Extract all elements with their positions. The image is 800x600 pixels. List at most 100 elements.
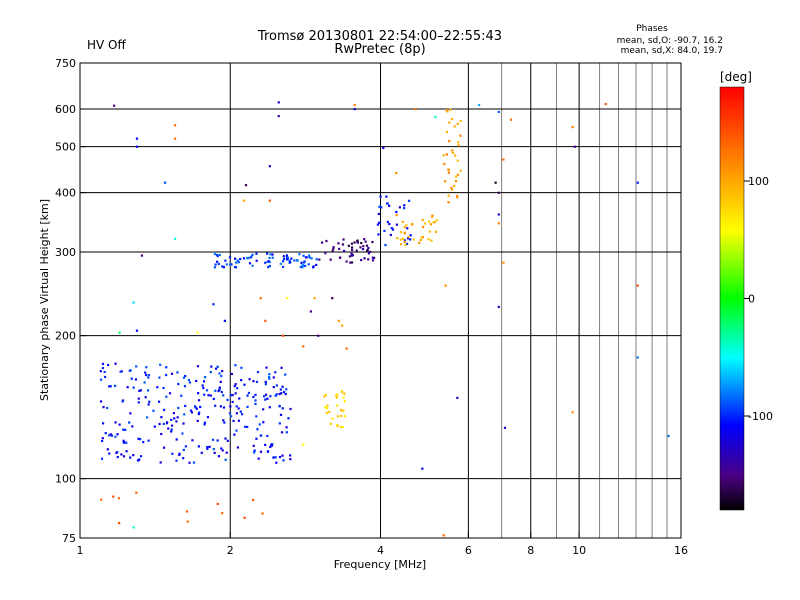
data-point — [237, 261, 240, 264]
data-point — [395, 223, 398, 226]
data-point — [356, 241, 360, 244]
data-point — [216, 439, 219, 442]
data-point — [114, 421, 117, 424]
x-tick-label: 10 — [572, 544, 586, 557]
data-point — [275, 393, 278, 396]
data-point — [158, 422, 161, 426]
data-point — [178, 452, 181, 455]
data-point — [173, 124, 177, 127]
data-point — [170, 424, 174, 427]
data-point — [363, 237, 366, 241]
data-point — [255, 437, 258, 440]
data-point — [421, 467, 424, 470]
data-point — [280, 392, 283, 395]
data-point — [165, 422, 169, 425]
data-point — [228, 412, 232, 415]
data-point — [396, 237, 399, 240]
data-point — [263, 395, 266, 398]
data-point — [204, 376, 207, 379]
data-point — [110, 434, 114, 437]
data-point — [106, 406, 109, 410]
data-point — [147, 374, 151, 377]
grid-lines — [80, 63, 681, 538]
data-point — [221, 512, 224, 515]
data-point — [378, 221, 381, 224]
data-point — [353, 103, 356, 107]
data-point — [147, 376, 150, 379]
data-point — [182, 422, 185, 425]
data-point — [147, 439, 150, 442]
data-point — [191, 439, 194, 442]
data-point — [214, 389, 217, 392]
data-point — [321, 241, 324, 244]
data-point — [268, 264, 272, 268]
data-point — [455, 194, 459, 198]
data-point — [116, 455, 119, 459]
data-point — [454, 179, 458, 183]
data-point — [431, 215, 434, 218]
data-point — [497, 110, 500, 114]
data-point — [187, 378, 190, 382]
data-point — [212, 303, 215, 306]
data-point — [455, 175, 458, 178]
data-point — [100, 457, 104, 460]
data-point — [420, 236, 424, 239]
data-point — [159, 461, 162, 464]
y-tick-label: 300 — [55, 246, 76, 259]
data-point — [238, 397, 241, 400]
data-point — [225, 263, 228, 266]
data-point — [237, 419, 241, 422]
data-point — [180, 394, 183, 397]
data-point — [176, 371, 179, 374]
data-point — [170, 418, 173, 421]
data-point — [125, 441, 128, 444]
data-point — [247, 391, 251, 395]
data-point — [445, 153, 448, 156]
data-point — [403, 226, 406, 229]
data-point — [188, 381, 192, 384]
x-tick-label: 2 — [227, 544, 234, 557]
data-point — [132, 386, 135, 389]
data-point — [360, 258, 363, 262]
data-point — [444, 284, 447, 287]
data-point — [289, 260, 292, 264]
data-point — [371, 259, 375, 262]
data-point — [391, 228, 395, 231]
data-point — [233, 384, 236, 388]
data-point — [430, 239, 433, 242]
data-point — [456, 159, 459, 162]
data-point — [171, 452, 174, 455]
data-point — [168, 392, 172, 395]
data-point — [278, 422, 281, 425]
data-point — [197, 392, 200, 395]
data-point — [281, 385, 284, 388]
stats-line-x: mean, sd,X: 84.0, 19.7 — [621, 46, 723, 56]
data-point — [229, 394, 233, 397]
data-point — [108, 452, 111, 455]
data-point — [313, 297, 316, 300]
data-point — [109, 433, 112, 436]
data-point — [252, 380, 255, 383]
data-point — [146, 389, 150, 392]
data-point — [308, 256, 311, 259]
data-point — [208, 445, 211, 448]
data-point — [196, 331, 199, 334]
chart-title: Tromsø 20130801 22:54:00–22:55:43 — [257, 29, 502, 44]
data-point — [102, 406, 105, 409]
data-point — [434, 230, 438, 233]
data-point — [158, 376, 161, 379]
data-point — [302, 345, 305, 348]
data-point — [339, 408, 343, 412]
data-point — [203, 393, 206, 396]
data-point — [289, 454, 292, 457]
data-point — [399, 243, 403, 246]
data-point — [160, 432, 163, 436]
data-point — [226, 439, 229, 442]
data-point — [106, 448, 109, 451]
data-point — [502, 158, 505, 161]
data-point — [449, 108, 452, 111]
data-point — [128, 421, 131, 424]
data-point — [405, 224, 408, 227]
data-point — [267, 376, 271, 379]
